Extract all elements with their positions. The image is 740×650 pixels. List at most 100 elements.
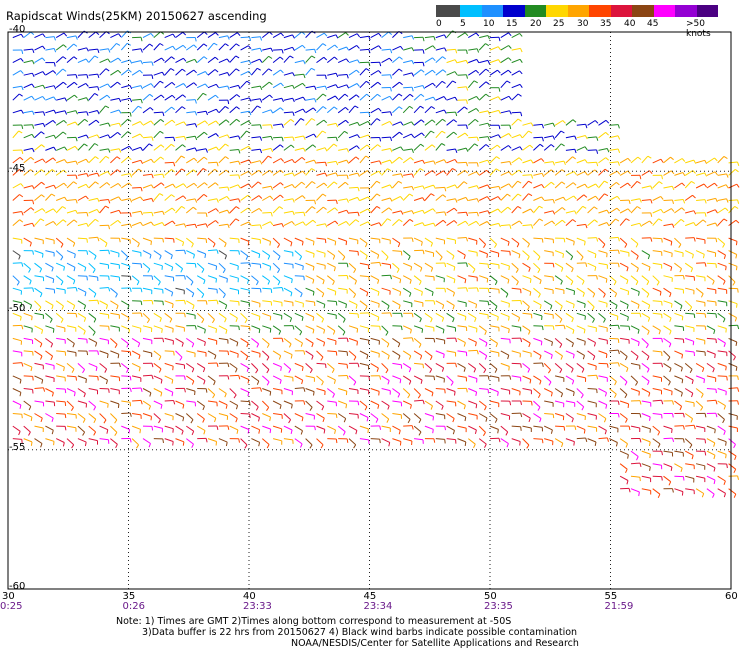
- wind-barb-flag: [638, 391, 640, 396]
- wind-barb-flag: [432, 416, 434, 421]
- wind-barb: [142, 325, 152, 329]
- wind-barb: [359, 413, 369, 418]
- wind-barb: [164, 350, 174, 352]
- wind-barb: [706, 275, 715, 282]
- wind-barb: [489, 208, 499, 214]
- wind-barb: [45, 413, 54, 419]
- wind-barb: [338, 148, 348, 151]
- wind-barb-flag: [455, 198, 458, 203]
- wind-barb: [609, 195, 618, 201]
- wind-barb: [66, 74, 77, 76]
- wind-barb: [34, 362, 44, 366]
- wind-barb: [207, 32, 216, 39]
- wind-barb: [294, 221, 304, 227]
- wind-barb: [392, 93, 400, 101]
- wind-barb-flag: [627, 454, 629, 459]
- wind-barb: [479, 312, 489, 316]
- wind-barb-flag: [661, 338, 663, 343]
- wind-barb-flag: [507, 279, 510, 284]
- wind-barb-flag: [32, 124, 35, 129]
- colorbar-label: 10: [483, 19, 495, 29]
- wind-barb: [251, 438, 260, 443]
- wind-barb: [435, 56, 443, 63]
- wind-barb-flag: [606, 437, 609, 442]
- wind-barb-flag: [693, 237, 696, 242]
- wind-barb-flag: [140, 147, 144, 151]
- wind-barb: [55, 438, 65, 443]
- wind-barb-flag: [335, 72, 339, 78]
- wind-barb-flag: [51, 430, 54, 435]
- wind-barb: [500, 45, 509, 51]
- wind-barb: [34, 262, 42, 270]
- wind-barb-flag: [301, 157, 306, 161]
- wind-barb-flag: [442, 118, 446, 122]
- wind-barb-flag: [31, 60, 35, 65]
- wind-barb: [34, 250, 44, 255]
- wind-barb-flag: [396, 268, 400, 273]
- wind-barb-flag: [689, 306, 693, 311]
- wind-barb-flag: [572, 119, 577, 123]
- colorbar-swatch: [503, 5, 525, 17]
- wind-barb: [500, 300, 510, 304]
- wind-barb: [522, 425, 532, 429]
- wind-barb: [446, 375, 454, 383]
- wind-barb: [56, 337, 66, 341]
- wind-barb-flag: [704, 212, 707, 217]
- wind-barb: [598, 300, 608, 304]
- wind-barb: [77, 111, 87, 114]
- wind-barb: [251, 58, 260, 64]
- wind-barb-flag: [602, 244, 606, 249]
- wind-barb: [630, 300, 640, 306]
- wind-barb: [717, 438, 727, 443]
- wind-barb-flag: [680, 218, 685, 223]
- wind-barb-flag: [64, 110, 68, 115]
- wind-barb: [522, 388, 532, 391]
- wind-barb-flag: [378, 70, 382, 74]
- wind-barb: [413, 222, 423, 227]
- wind-barb: [348, 121, 358, 126]
- wind-barb-flag: [603, 293, 606, 298]
- wind-barb-flag: [170, 68, 175, 72]
- wind-barb-flag: [238, 174, 241, 179]
- wind-barb: [12, 388, 22, 393]
- wind-barb: [684, 181, 692, 189]
- wind-barb: [88, 93, 95, 101]
- wind-barb: [446, 96, 456, 101]
- wind-barb-flag: [397, 393, 401, 398]
- wind-barb-flag: [594, 254, 597, 259]
- wind-barb-flag: [312, 329, 315, 334]
- wind-barb-flag: [139, 196, 144, 201]
- wind-barb: [305, 168, 312, 176]
- wind-barb: [88, 388, 98, 391]
- wind-barb: [88, 438, 98, 442]
- wind-barb-flag: [193, 69, 197, 74]
- wind-barb-flag: [432, 82, 436, 87]
- wind-barb: [66, 121, 76, 126]
- wind-barb: [674, 237, 682, 245]
- time-label: 0:26: [122, 601, 145, 612]
- wind-barb: [142, 197, 152, 201]
- wind-barb-flag: [225, 441, 228, 447]
- wind-barb-flag: [433, 300, 436, 305]
- wind-barb: [696, 199, 706, 201]
- wind-barb-flag: [20, 183, 24, 187]
- wind-barb-flag: [476, 212, 479, 217]
- wind-barb-flag: [312, 279, 315, 284]
- wind-barb: [175, 121, 184, 126]
- wind-barb: [56, 400, 66, 403]
- wind-barb-flag: [520, 363, 522, 368]
- wind-barb: [359, 250, 368, 257]
- wind-barb: [685, 159, 694, 164]
- wind-barb-flag: [670, 241, 673, 246]
- wind-barb: [142, 211, 152, 214]
- wind-barb: [99, 237, 108, 244]
- wind-barb: [544, 161, 554, 164]
- wind-barb: [121, 350, 131, 353]
- wind-barb-flag: [126, 368, 129, 373]
- wind-barb-flag: [40, 443, 43, 448]
- wind-barb-flag: [572, 354, 575, 359]
- wind-barb: [468, 300, 477, 305]
- wind-barb-flag: [116, 305, 119, 310]
- wind-barb: [413, 119, 422, 126]
- wind-barb: [402, 157, 411, 164]
